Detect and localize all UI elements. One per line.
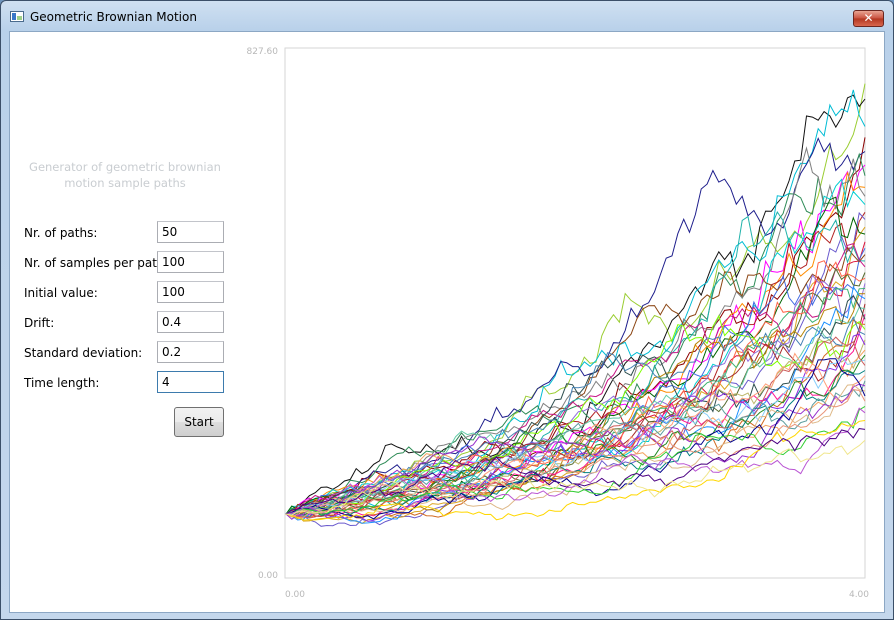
window-title: Geometric Brownian Motion xyxy=(30,10,197,24)
y-tick-min: 0.00 xyxy=(258,571,278,581)
title-bar[interactable]: Geometric Brownian Motion ✕ xyxy=(1,1,893,31)
x-tick-min: 0.00 xyxy=(285,590,305,600)
app-icon xyxy=(10,11,24,22)
path-series-4 xyxy=(285,137,866,517)
initial-value-input[interactable] xyxy=(157,281,224,303)
paths-chart: 827.60 0.00 0.00 4.00 xyxy=(247,47,870,600)
path-series-5 xyxy=(285,137,866,515)
path-series-31 xyxy=(285,314,866,515)
form-subtitle: Generator of geometric brownian motion s… xyxy=(25,159,225,191)
path-series-32 xyxy=(285,316,866,518)
client-area: Generator of geometric brownian motion s… xyxy=(9,31,885,613)
path-series-39 xyxy=(285,370,866,516)
time-length-label: Time length: xyxy=(24,376,100,390)
path-series-44 xyxy=(285,358,866,520)
close-button[interactable]: ✕ xyxy=(853,10,884,27)
series-group xyxy=(285,83,866,527)
samples-label: Nr. of samples per path: xyxy=(24,256,169,270)
path-series-50 xyxy=(285,439,866,516)
path-series-2 xyxy=(285,94,866,515)
path-series-33 xyxy=(285,337,866,520)
path-series-46 xyxy=(285,405,866,515)
drift-label: Drift: xyxy=(24,316,55,330)
paths-label: Nr. of paths: xyxy=(24,226,98,240)
path-series-35 xyxy=(285,349,866,518)
samples-input[interactable] xyxy=(157,251,224,273)
start-button[interactable]: Start xyxy=(174,407,224,437)
drift-input[interactable] xyxy=(157,311,224,333)
path-series-34 xyxy=(285,333,866,522)
path-series-18 xyxy=(285,210,866,517)
x-tick-max: 4.00 xyxy=(849,590,869,600)
subtitle-line-2: motion sample paths xyxy=(64,176,186,190)
path-series-7 xyxy=(285,152,866,515)
path-series-49 xyxy=(285,428,866,515)
time-length-input[interactable] xyxy=(157,371,224,393)
std-dev-label: Standard deviation: xyxy=(24,346,143,360)
subtitle-line-1: Generator of geometric brownian xyxy=(29,160,221,174)
path-series-40 xyxy=(285,352,866,517)
path-series-12 xyxy=(285,211,866,527)
path-series-38 xyxy=(285,336,866,519)
std-dev-input[interactable] xyxy=(157,341,224,363)
close-icon: ✕ xyxy=(863,11,874,25)
paths-input[interactable] xyxy=(157,221,224,243)
initial-value-label: Initial value: xyxy=(24,286,98,300)
path-series-37 xyxy=(285,355,866,516)
y-tick-max: 827.60 xyxy=(247,47,279,57)
